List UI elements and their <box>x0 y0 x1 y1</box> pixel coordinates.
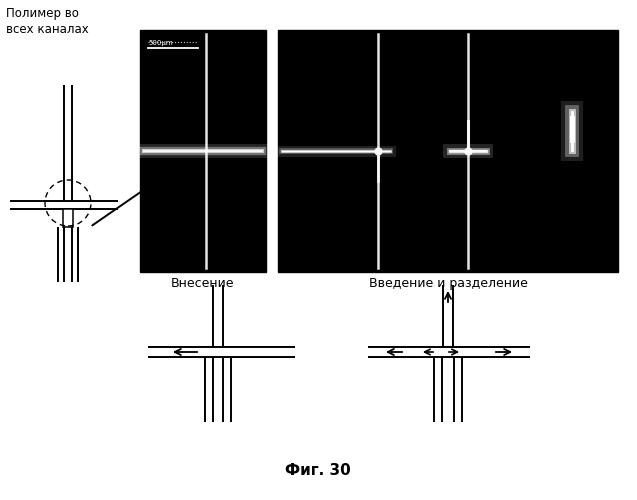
Bar <box>278 30 618 272</box>
Text: Полимер во
всех каналах: Полимер во всех каналах <box>6 7 89 36</box>
Bar <box>63 209 73 227</box>
Text: 500μm: 500μm <box>148 40 173 46</box>
Text: Внесение: Внесение <box>171 277 235 290</box>
Bar <box>140 30 266 272</box>
Text: Введение и разделение: Введение и разделение <box>369 277 527 290</box>
Text: Фиг. 30: Фиг. 30 <box>285 463 351 478</box>
